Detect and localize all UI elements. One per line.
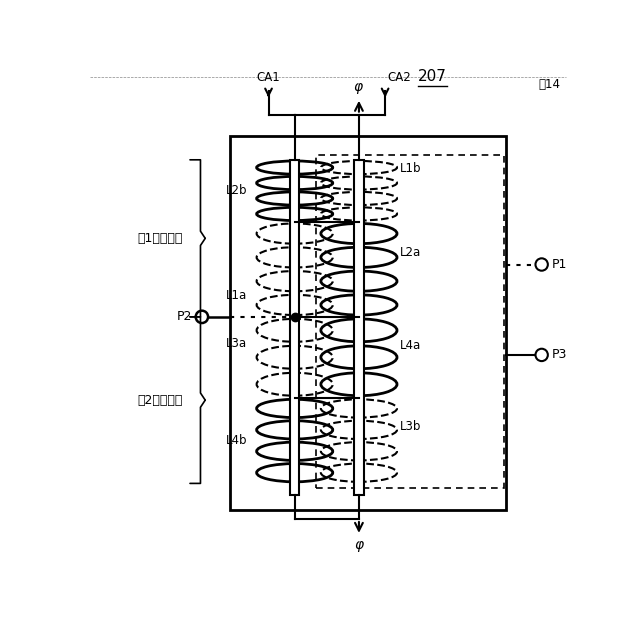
Text: L4b: L4b <box>226 434 247 447</box>
Text: L3a: L3a <box>226 337 247 350</box>
Text: CA2: CA2 <box>387 70 412 83</box>
Text: 図14: 図14 <box>538 78 560 91</box>
Text: P2: P2 <box>177 310 193 323</box>
Text: P1: P1 <box>552 258 567 271</box>
Text: CA1: CA1 <box>257 70 280 83</box>
Text: φ: φ <box>355 538 364 552</box>
Text: P3: P3 <box>552 349 567 362</box>
Text: 207: 207 <box>419 69 447 83</box>
Text: L4a: L4a <box>399 339 420 352</box>
Text: L2a: L2a <box>399 246 420 259</box>
Text: φ: φ <box>353 80 362 94</box>
Text: 第1トランス: 第1トランス <box>138 232 183 245</box>
Text: L2b: L2b <box>226 184 247 197</box>
Text: L3b: L3b <box>399 420 420 433</box>
Bar <box>290 160 300 495</box>
Text: L1a: L1a <box>226 289 247 302</box>
Text: 第2トランス: 第2トランス <box>138 394 183 407</box>
Bar <box>230 136 506 510</box>
Bar <box>354 160 364 495</box>
Text: L1b: L1b <box>399 162 421 175</box>
Bar <box>316 155 504 488</box>
